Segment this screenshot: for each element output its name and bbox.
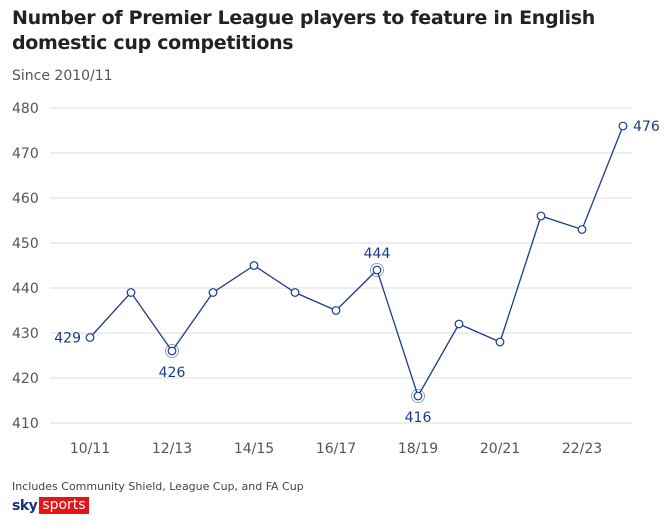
data-point (577, 225, 587, 234)
data-point (167, 346, 177, 356)
x-tick-label: 20/21 (480, 441, 520, 457)
series-line (89, 125, 624, 398)
data-point (290, 288, 300, 297)
chart-subtitle: Since 2010/11 (12, 68, 113, 84)
highlight-ring (165, 344, 179, 358)
data-point (126, 288, 136, 297)
data-label: 416 (405, 410, 432, 426)
data-point (618, 121, 628, 131)
x-tick-label: 12/13 (152, 441, 192, 457)
data-point (331, 306, 341, 315)
data-point (413, 391, 423, 401)
data-point (249, 261, 259, 270)
highlight-ring (411, 389, 425, 403)
data-point (372, 265, 382, 275)
x-tick-label: 16/17 (316, 441, 356, 457)
data-point (208, 288, 218, 297)
data-point (454, 319, 464, 329)
y-tick-label: 410 (12, 416, 39, 432)
y-tick-label: 430 (12, 326, 39, 342)
y-tick-label: 480 (12, 101, 39, 117)
chart-title: Number of Premier League players to feat… (12, 7, 595, 54)
highlight-ring (370, 263, 384, 277)
data-label: 444 (364, 246, 391, 262)
logo-sports: sports (39, 497, 89, 514)
y-tick-label: 450 (12, 236, 39, 252)
y-tick-label: 440 (12, 281, 39, 297)
data-label: 429 (54, 331, 81, 347)
logo-sky: sky (12, 497, 38, 514)
x-tick-label: 18/19 (398, 441, 438, 457)
data-label: 426 (159, 365, 186, 381)
data-point (85, 333, 95, 342)
sky-sports-logo: sky sports (12, 497, 89, 514)
data-point (495, 337, 505, 347)
x-tick-label: 22/23 (562, 441, 602, 457)
footnote: Includes Community Shield, League Cup, a… (12, 480, 304, 493)
y-tick-label: 420 (12, 371, 39, 387)
data-label: 476 (633, 119, 660, 135)
x-tick-label: 10/11 (70, 441, 110, 457)
x-tick-label: 14/15 (234, 441, 274, 457)
y-tick-label: 460 (12, 191, 39, 207)
y-tick-label: 470 (12, 146, 39, 162)
data-point (536, 211, 546, 221)
